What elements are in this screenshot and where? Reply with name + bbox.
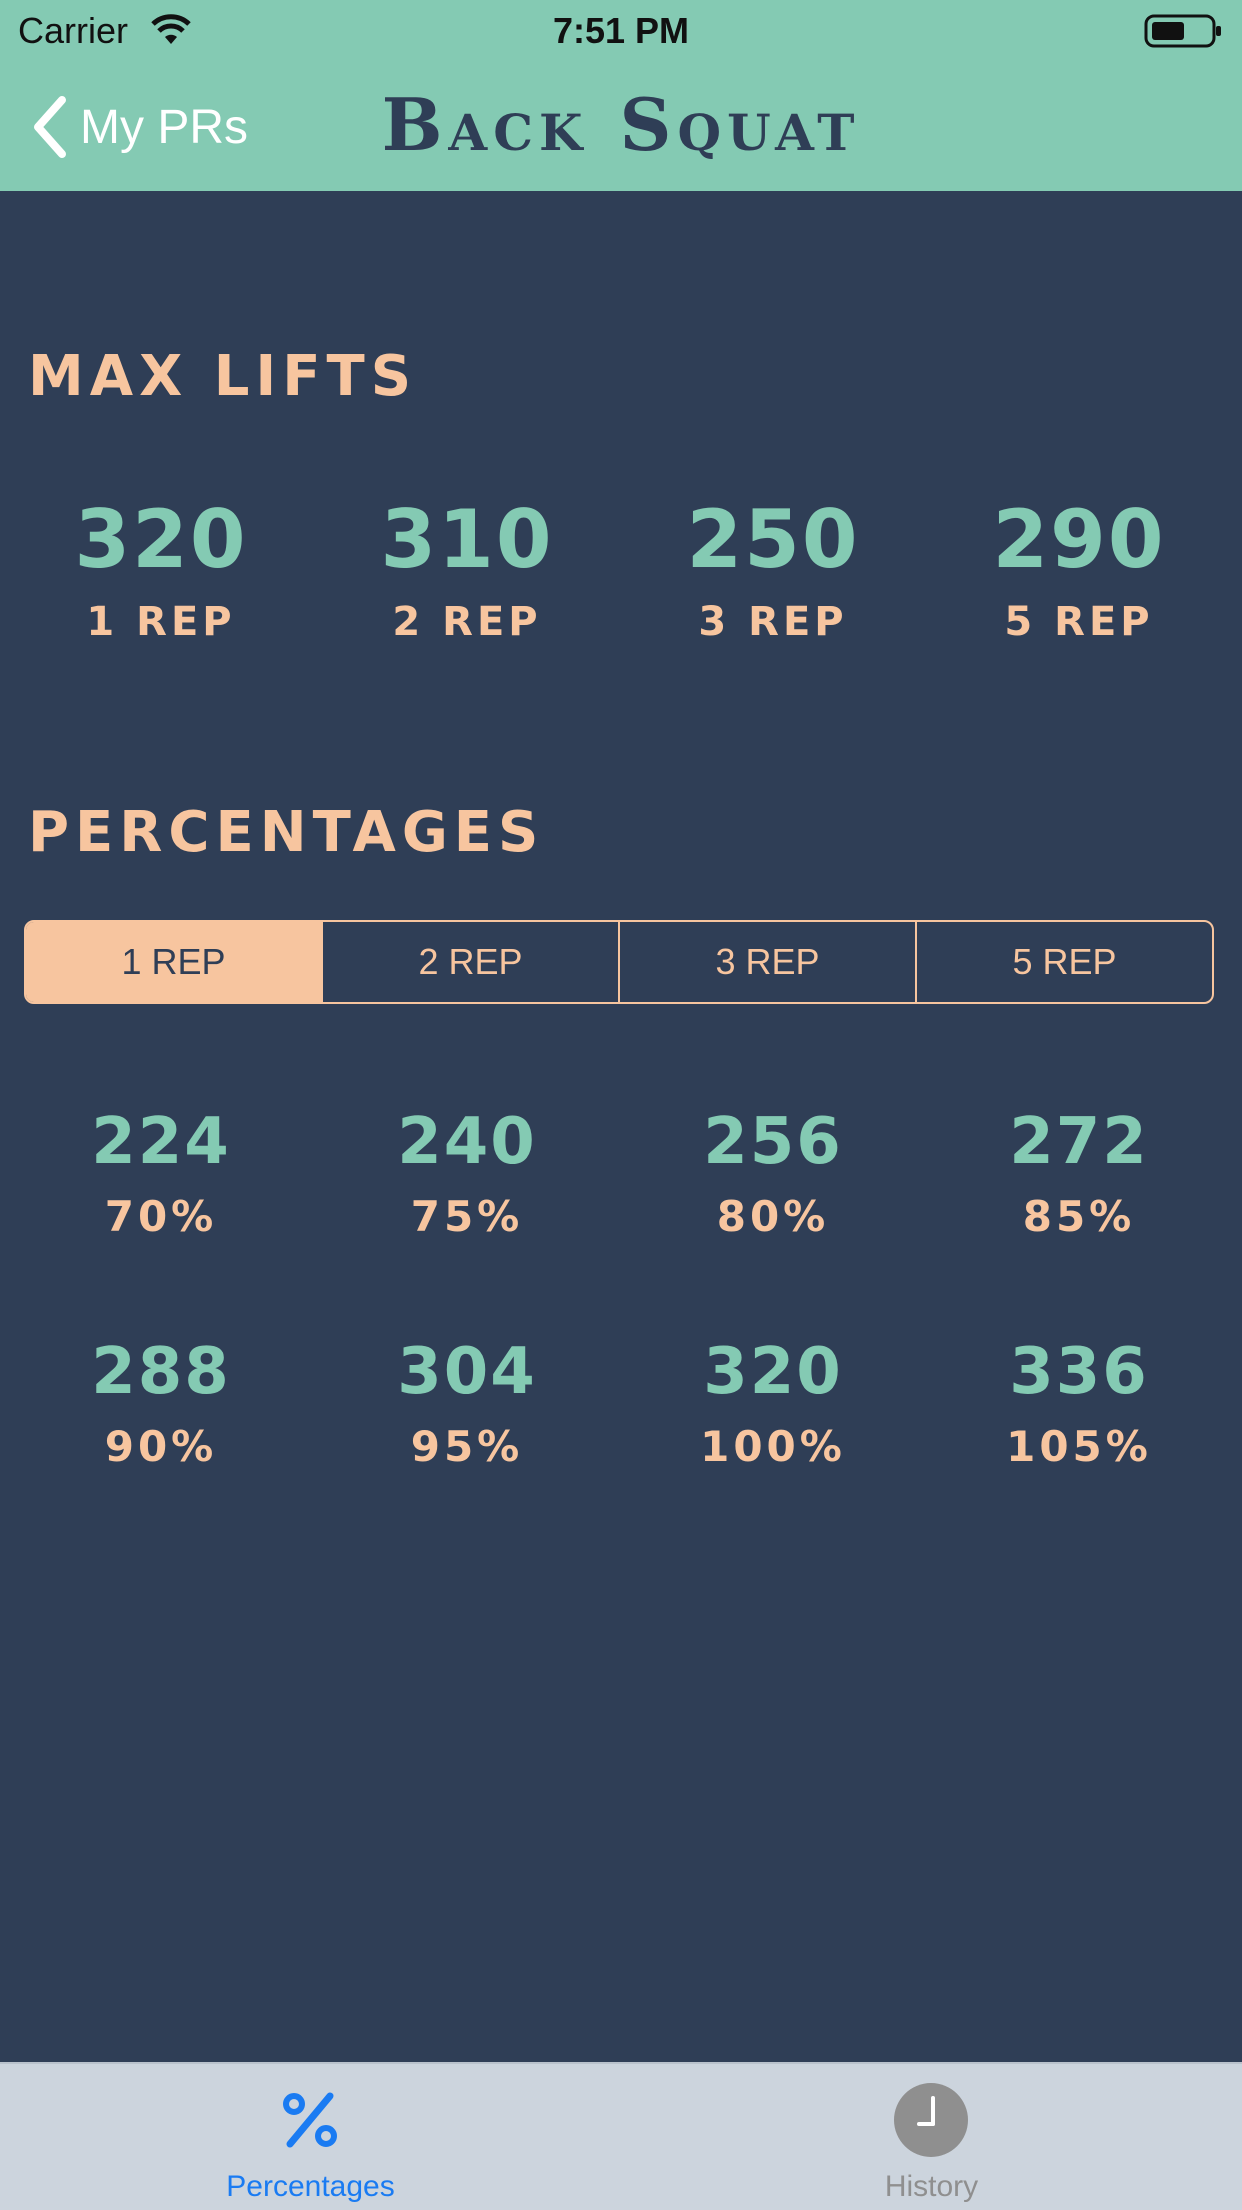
percentage-label: 80% xyxy=(716,1192,830,1241)
back-button-label: My PRs xyxy=(80,100,248,154)
tab-percentages-label: Percentages xyxy=(226,2170,395,2203)
percentage-weight: 256 xyxy=(703,1105,843,1179)
status-bar: Carrier 7:51 PM xyxy=(0,0,1242,60)
back-button[interactable]: My PRs xyxy=(30,92,248,162)
segment-1-rep[interactable]: 1 REP xyxy=(26,922,321,1002)
percentage-row: 288 90% 304 95% 320 100% 336 105% xyxy=(0,1340,1242,1540)
percentage-item: 272 85% xyxy=(926,1110,1232,1238)
carrier-label: Carrier xyxy=(18,10,129,51)
percentage-label: 70% xyxy=(104,1192,218,1241)
chevron-left-icon xyxy=(34,96,66,158)
percentage-row: 224 70% 240 75% 256 80% 272 85% xyxy=(0,1110,1242,1310)
max-lift-label: 5 REP xyxy=(1004,599,1154,645)
percentage-item: 256 80% xyxy=(620,1110,926,1238)
tab-history[interactable]: History xyxy=(621,2064,1242,2210)
percentage-weight: 320 xyxy=(703,1335,843,1409)
segment-3-rep[interactable]: 3 REP xyxy=(618,922,915,1002)
percentage-weight: 240 xyxy=(397,1105,537,1179)
tab-percentages[interactable]: Percentages xyxy=(0,2064,621,2210)
segment-2-rep[interactable]: 2 REP xyxy=(321,922,618,1002)
max-lift-label: 2 REP xyxy=(392,599,542,645)
tab-bar: Percentages History xyxy=(0,2062,1242,2210)
max-lift-item: 290 5 REP xyxy=(926,493,1232,645)
percentage-weight: 304 xyxy=(397,1335,537,1409)
max-lifts-row: 320 1 REP 310 2 REP 250 3 REP 290 5 REP xyxy=(0,500,1242,700)
max-lift-label: 1 REP xyxy=(86,599,236,645)
percentage-label: 100% xyxy=(700,1422,846,1471)
max-lifts-heading: MAX LIFTS xyxy=(28,344,418,409)
percentage-label: 75% xyxy=(410,1192,524,1241)
percentages-heading: PERCENTAGES xyxy=(28,800,545,865)
max-lift-label: 3 REP xyxy=(698,599,848,645)
max-lift-value: 310 xyxy=(380,493,554,586)
percentage-weight: 288 xyxy=(91,1335,231,1409)
max-lift-item: 310 2 REP xyxy=(314,493,620,645)
page-title: Back Squat xyxy=(381,82,861,167)
percentage-label: 90% xyxy=(104,1422,218,1471)
percentage-item: 336 105% xyxy=(926,1340,1232,1468)
max-lift-item: 320 1 REP xyxy=(8,493,314,645)
segment-5-rep[interactable]: 5 REP xyxy=(915,922,1212,1002)
max-lift-value: 320 xyxy=(74,493,248,586)
tab-history-label: History xyxy=(884,2170,979,2203)
percent-icon xyxy=(283,2092,337,2148)
percentage-weight: 336 xyxy=(1009,1335,1149,1409)
percentage-item: 224 70% xyxy=(8,1110,314,1238)
percentage-label: 95% xyxy=(410,1422,524,1471)
percentage-item: 320 100% xyxy=(620,1340,926,1468)
max-lift-value: 250 xyxy=(686,493,860,586)
percentage-weight: 224 xyxy=(91,1105,231,1179)
percentage-item: 240 75% xyxy=(314,1110,620,1238)
battery-icon xyxy=(1144,14,1221,48)
status-time: 7:51 PM xyxy=(552,10,690,51)
percentage-weight: 272 xyxy=(1009,1105,1149,1179)
percentage-label: 85% xyxy=(1022,1192,1136,1241)
rep-segmented-control: 1 REP 2 REP 3 REP 5 REP xyxy=(24,920,1214,1004)
max-lift-value: 290 xyxy=(992,493,1166,586)
max-lift-item: 250 3 REP xyxy=(620,493,926,645)
percentage-item: 304 95% xyxy=(314,1340,620,1468)
percentage-item: 288 90% xyxy=(8,1340,314,1468)
clock-icon xyxy=(894,2083,968,2157)
navigation-header: Carrier 7:51 PM My PRs Back Squat xyxy=(0,0,1242,191)
percentage-label: 105% xyxy=(1006,1422,1152,1471)
wifi-icon xyxy=(151,14,191,44)
